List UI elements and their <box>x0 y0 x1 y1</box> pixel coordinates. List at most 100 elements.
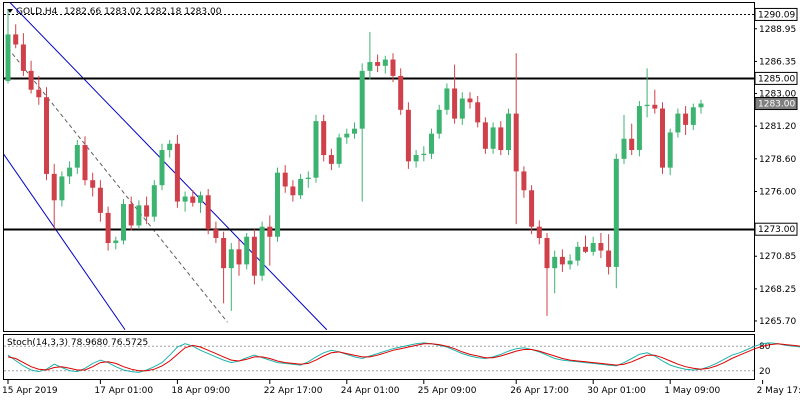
candle <box>121 199 126 245</box>
candle-body <box>452 88 458 119</box>
price-pane-frame <box>3 2 755 332</box>
candle-body <box>375 62 381 66</box>
time-tick-label: 30 Apr 01:00 <box>587 386 646 396</box>
candle <box>482 117 488 154</box>
candle-body <box>259 226 265 276</box>
candle-body <box>97 187 103 213</box>
candle-body <box>205 195 211 230</box>
candle-body <box>536 226 542 239</box>
candle-body <box>151 185 157 217</box>
candle <box>529 185 535 235</box>
candle-body <box>82 145 88 181</box>
candle <box>174 134 180 208</box>
candle <box>144 196 150 225</box>
candle-body <box>36 89 42 98</box>
candle <box>521 166 527 198</box>
candle-body <box>552 256 558 269</box>
candle <box>105 206 111 251</box>
candle-body <box>606 250 612 267</box>
stoch-level-label: 20 <box>759 367 771 377</box>
candle-body <box>28 70 34 90</box>
price-tick-label: 1283.00 <box>759 89 796 99</box>
candle <box>128 196 134 231</box>
candle-body <box>667 132 673 168</box>
dashed-trend-line <box>7 47 228 323</box>
candle <box>36 75 42 105</box>
candle <box>113 236 119 250</box>
current-price-marker-text: 1283.00 <box>758 100 795 110</box>
candle <box>375 54 381 73</box>
time-tick-label: 25 Apr 09:00 <box>418 386 477 396</box>
candle <box>636 101 642 157</box>
candle <box>490 122 496 154</box>
candle <box>82 136 88 186</box>
candle-body <box>144 205 150 217</box>
time-tick-label: 1 May 09:00 <box>664 386 720 396</box>
candle-body <box>575 246 581 261</box>
candle-body <box>167 143 173 151</box>
indicator-pane-frame <box>3 334 755 380</box>
candle-body <box>105 212 111 244</box>
candle <box>44 87 49 181</box>
stoch-signal-line <box>7 343 800 372</box>
candle-body <box>51 173 57 201</box>
candle-body <box>567 260 573 265</box>
symbol-label: GOLD,H4 <box>16 7 58 17</box>
candle-body <box>67 167 73 177</box>
candle-body <box>598 243 604 251</box>
candle-body <box>467 98 473 103</box>
candle-body <box>5 34 11 81</box>
candle-body <box>20 44 26 71</box>
candle <box>213 221 219 244</box>
candle <box>606 234 612 275</box>
candles <box>5 9 704 316</box>
candle <box>459 92 465 125</box>
candle <box>452 64 458 124</box>
candle-body <box>298 178 304 196</box>
candle <box>151 180 157 222</box>
candle <box>559 249 565 272</box>
price-tick-label: 1288.95 <box>759 25 796 35</box>
candle <box>683 106 689 135</box>
candle-body <box>382 59 388 66</box>
candle-body <box>121 204 126 241</box>
price-tick-label: 1286.35 <box>759 57 796 67</box>
candle <box>475 95 481 128</box>
candle <box>90 172 96 197</box>
candle <box>690 103 696 130</box>
candle <box>359 63 365 202</box>
candle <box>367 31 373 80</box>
candle <box>251 229 257 285</box>
indicator-label: Stoch(14,3,3) 78.9680 76.5725 <box>7 338 148 348</box>
support-price-marker: 1273.00 <box>754 222 798 236</box>
candle-body <box>182 196 188 202</box>
overlay-lines <box>4 3 754 331</box>
candle <box>313 114 319 183</box>
stoch-level-label: 80 <box>759 342 771 352</box>
candle-body <box>290 186 296 196</box>
candle-body <box>344 133 350 138</box>
top-price-marker-text: 1290.09 <box>758 10 795 20</box>
candle-body <box>506 113 511 151</box>
channel-line-1 <box>9 3 328 331</box>
candle <box>429 128 434 159</box>
candle-body <box>352 128 357 134</box>
candle-body <box>405 109 411 162</box>
candle <box>275 167 280 242</box>
candle <box>444 83 450 115</box>
candle-body <box>390 59 396 76</box>
candle <box>198 191 203 213</box>
price-tick-label: 1278.60 <box>759 155 796 165</box>
price-tick-label: 1276.00 <box>759 188 796 198</box>
candle <box>228 243 234 311</box>
candle-body <box>436 109 442 134</box>
candle-body <box>313 121 319 178</box>
candle <box>575 241 581 266</box>
candle-body <box>482 122 488 149</box>
candle <box>544 232 550 316</box>
candle <box>567 254 573 270</box>
candle-body <box>398 75 404 110</box>
candle <box>536 220 542 245</box>
candle-body <box>13 34 19 45</box>
